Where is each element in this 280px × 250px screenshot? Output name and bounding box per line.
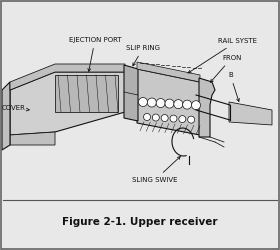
Polygon shape: [229, 102, 272, 125]
Text: B: B: [228, 72, 239, 102]
Polygon shape: [10, 72, 125, 135]
Text: Figure 2-1. Upper receiver: Figure 2-1. Upper receiver: [62, 217, 218, 227]
Polygon shape: [10, 64, 125, 90]
Polygon shape: [137, 69, 200, 135]
Polygon shape: [124, 65, 138, 121]
Circle shape: [147, 98, 156, 107]
Circle shape: [192, 101, 200, 110]
Text: COVER: COVER: [2, 105, 29, 111]
Text: EJECTION PORT: EJECTION PORT: [69, 37, 121, 71]
Circle shape: [156, 98, 165, 108]
Circle shape: [170, 115, 177, 122]
Polygon shape: [10, 132, 55, 145]
Polygon shape: [55, 75, 118, 112]
Text: SLIP RING: SLIP RING: [126, 45, 160, 66]
Circle shape: [179, 116, 186, 122]
Text: SLING SWIVE: SLING SWIVE: [132, 156, 180, 183]
Text: FRON: FRON: [211, 55, 241, 82]
Circle shape: [152, 114, 159, 121]
Circle shape: [183, 100, 192, 109]
Circle shape: [165, 99, 174, 108]
Circle shape: [174, 100, 183, 108]
Circle shape: [139, 98, 148, 106]
Polygon shape: [199, 78, 215, 137]
Circle shape: [188, 116, 195, 123]
Polygon shape: [2, 82, 10, 150]
Polygon shape: [137, 62, 200, 82]
Circle shape: [143, 114, 151, 120]
Circle shape: [161, 114, 168, 121]
Text: RAIL SYSTE: RAIL SYSTE: [188, 38, 257, 73]
